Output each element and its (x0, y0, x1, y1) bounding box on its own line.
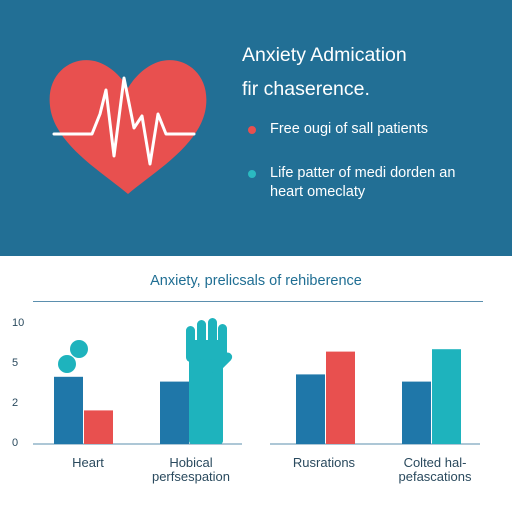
heartbeat-line-icon (52, 76, 196, 166)
bullet-text: Free ougi of sall patients (270, 121, 428, 137)
hand-icon (186, 318, 233, 444)
y-tick-label: 5 (12, 357, 18, 369)
bar-c2-1-0 (402, 381, 431, 444)
y-tick-label: 2 (12, 397, 18, 409)
heart-shape (49, 60, 207, 194)
bar-charts: 10 5 2 0 (12, 317, 480, 449)
decor-circle-icon (58, 355, 76, 373)
bullet-text: heart omeclaty (270, 184, 366, 200)
bar-c1-1-0 (160, 381, 189, 444)
bullet-dot-icon (248, 126, 256, 134)
hero-title: Anxiety Admication fir chaserence. (242, 38, 504, 106)
hero-title-line-2: fir chaserence. (242, 78, 370, 100)
title-rule (33, 301, 483, 302)
y-tick-label: 10 (12, 317, 24, 329)
hero-title-line-1: Anxiety Admication (242, 44, 407, 66)
y-tick-label: 0 (12, 437, 18, 449)
bar-c2-0-1 (326, 351, 355, 444)
category-label-colted: Colted hal-pefascations (398, 455, 472, 484)
hero-banner: Anxiety Admication fir chaserence. Free … (0, 0, 512, 256)
category-label-hobical: Hobical perfsespation (151, 455, 231, 484)
heart-icon (49, 60, 207, 194)
category-label-rusrations: Rusrations (292, 455, 356, 470)
bar-c2-1-2 (432, 349, 461, 444)
bar-c1-0-0 (54, 376, 83, 444)
bar-c1-0-1 (84, 410, 113, 444)
bullet-text: Life patter of medi dorden an (270, 165, 456, 181)
bar-c2-0-0 (296, 374, 325, 444)
chart-title: Anxiety, prelicsals of rehiberence (150, 273, 362, 289)
category-label-heart: Heart (72, 455, 104, 470)
decor-circle-icon (70, 340, 88, 358)
bullet-dot-icon (248, 170, 256, 178)
